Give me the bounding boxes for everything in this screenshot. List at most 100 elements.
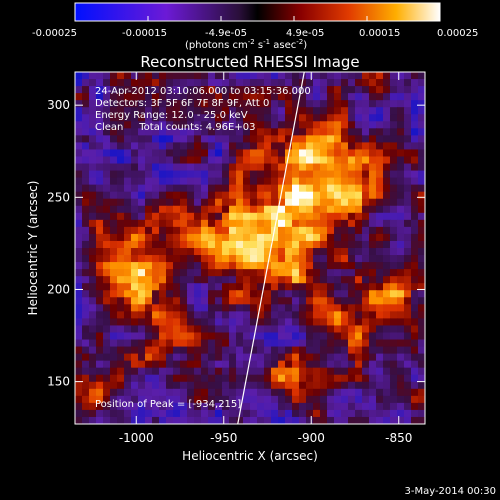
image-pixel: [355, 255, 363, 263]
image-pixel: [257, 353, 265, 362]
image-pixel: [138, 311, 146, 319]
image-pixel: [201, 100, 209, 108]
image-pixel: [110, 276, 118, 284]
image-pixel: [110, 170, 118, 179]
image-pixel: [152, 184, 160, 193]
image-pixel: [138, 114, 146, 122]
image-pixel: [180, 212, 188, 221]
image-pixel: [327, 205, 335, 214]
image-pixel: [166, 360, 174, 369]
image-pixel: [75, 395, 83, 404]
image-pixel: [355, 276, 363, 284]
image-pixel: [348, 248, 356, 256]
image-pixel: [292, 156, 300, 165]
image-pixel: [243, 205, 251, 214]
image-pixel: [215, 409, 223, 418]
image-pixel: [173, 360, 181, 369]
image-pixel: [299, 353, 307, 362]
image-pixel: [411, 233, 419, 242]
image-pixel: [362, 402, 370, 411]
image-pixel: [117, 339, 125, 348]
image-pixel: [397, 163, 405, 172]
image-pixel: [138, 269, 146, 277]
image-pixel: [194, 121, 202, 129]
image-pixel: [390, 156, 398, 165]
image-pixel: [313, 156, 321, 165]
image-pixel: [117, 177, 125, 186]
image-pixel: [369, 240, 377, 249]
image-pixel: [173, 191, 181, 200]
image-pixel: [138, 156, 146, 165]
image-pixel: [313, 416, 321, 424]
image-pixel: [131, 205, 139, 214]
image-pixel: [222, 121, 230, 129]
image-pixel: [194, 86, 202, 94]
image-pixel: [215, 374, 223, 383]
image-pixel: [166, 184, 174, 193]
image-pixel: [110, 416, 118, 424]
image-pixel: [264, 381, 272, 390]
image-pixel: [89, 311, 97, 319]
image-pixel: [166, 212, 174, 221]
image-pixel: [208, 353, 216, 362]
image-pixel: [215, 240, 223, 249]
image-pixel: [397, 72, 405, 80]
image-pixel: [187, 107, 195, 115]
image-pixel: [131, 128, 139, 136]
image-pixel: [334, 156, 342, 165]
image-pixel: [187, 170, 195, 179]
image-pixel: [327, 416, 335, 424]
image-pixel: [257, 240, 265, 249]
image-pixel: [362, 107, 370, 115]
image-pixel: [376, 156, 384, 165]
image-pixel: [390, 360, 398, 369]
image-pixel: [96, 233, 104, 242]
image-pixel: [250, 184, 258, 193]
image-pixel: [376, 72, 384, 80]
y-tick-label: 150: [47, 375, 70, 389]
image-pixel: [271, 114, 279, 122]
image-pixel: [257, 367, 265, 376]
image-pixel: [369, 142, 377, 151]
image-pixel: [313, 290, 321, 298]
image-pixel: [299, 219, 307, 228]
image-pixel: [257, 142, 265, 151]
image-pixel: [138, 226, 146, 235]
image-pixel: [299, 374, 307, 383]
image-pixel: [110, 233, 118, 242]
image-pixel: [397, 142, 405, 151]
image-pixel: [103, 233, 111, 242]
image-pixel: [418, 339, 425, 348]
image-pixel: [124, 402, 132, 411]
image-pixel: [313, 107, 321, 115]
image-pixel: [96, 86, 104, 94]
image-pixel: [320, 156, 328, 165]
image-pixel: [145, 276, 153, 284]
image-pixel: [341, 283, 349, 291]
image-pixel: [75, 297, 83, 305]
image-pixel: [306, 79, 314, 87]
image-pixel: [320, 276, 328, 284]
image-pixel: [369, 79, 377, 87]
image-pixel: [299, 339, 307, 348]
image-pixel: [145, 395, 153, 404]
image-pixel: [208, 205, 216, 214]
image-pixel: [257, 325, 265, 334]
image-pixel: [138, 100, 146, 108]
image-pixel: [82, 233, 90, 242]
image-pixel: [82, 86, 90, 94]
image-pixel: [89, 191, 97, 200]
image-pixel: [96, 290, 104, 298]
image-pixel: [362, 205, 370, 214]
image-pixel: [264, 184, 272, 193]
image-pixel: [145, 86, 153, 94]
image-pixel: [334, 388, 342, 397]
image-pixel: [124, 318, 132, 327]
image-pixel: [355, 409, 363, 418]
image-pixel: [222, 86, 230, 94]
image-pixel: [145, 191, 153, 200]
image-pixel: [180, 86, 188, 94]
image-pixel: [89, 233, 97, 242]
image-pixel: [194, 262, 202, 270]
image-pixel: [243, 93, 251, 101]
